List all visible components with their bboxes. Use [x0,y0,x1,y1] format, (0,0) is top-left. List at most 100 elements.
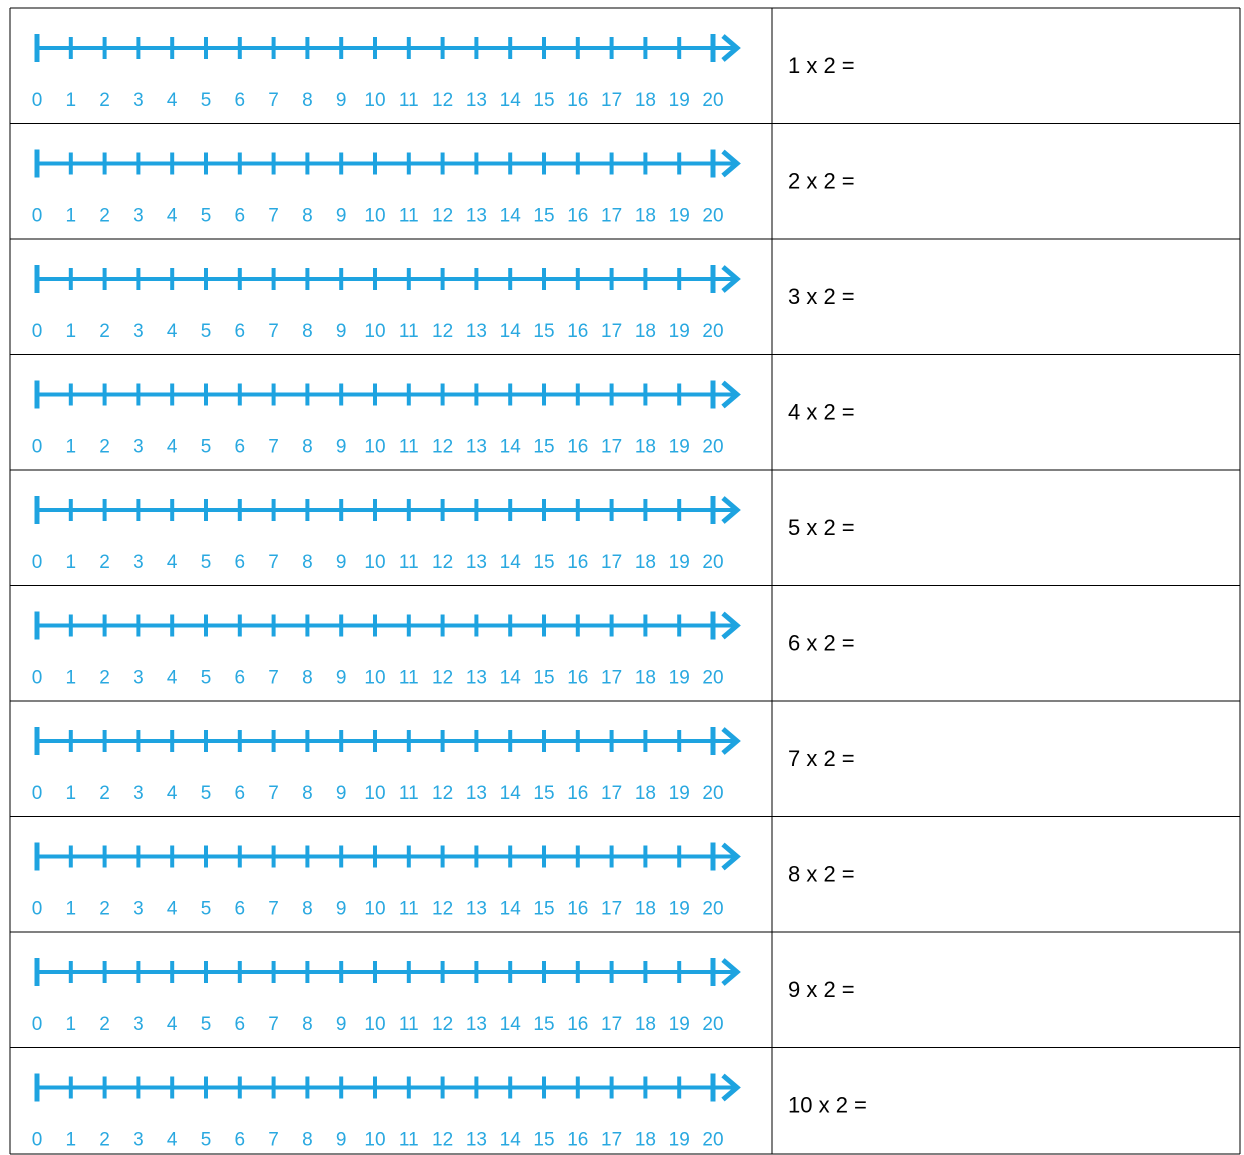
number-label: 3 [133,783,144,804]
number-label: 1 [66,668,77,689]
number-label: 4 [167,899,178,920]
number-label: 0 [32,321,43,342]
number-label: 6 [235,206,246,227]
number-label: 0 [32,437,43,458]
number-label: 9 [336,206,347,227]
number-label: 2 [99,668,110,689]
number-label: 20 [702,206,723,227]
number-label: 16 [567,90,588,111]
number-label: 1 [66,437,77,458]
number-label: 15 [533,437,554,458]
number-label: 7 [268,90,279,111]
number-label: 20 [702,552,723,573]
number-label: 18 [635,90,656,111]
number-label: 18 [635,1014,656,1035]
number-label: 17 [601,437,622,458]
number-label: 19 [669,321,690,342]
number-label: 0 [32,899,43,920]
number-label: 16 [567,668,588,689]
number-label: 6 [235,90,246,111]
number-label: 20 [702,668,723,689]
number-label: 5 [201,899,212,920]
number-label: 10 [364,90,385,111]
number-label: 9 [336,668,347,689]
number-label: 1 [66,321,77,342]
number-label: 18 [635,668,656,689]
number-label: 16 [567,1130,588,1151]
number-label: 20 [702,1014,723,1035]
number-label: 20 [702,783,723,804]
arrow-head [721,496,741,524]
number-label: 5 [201,437,212,458]
number-label: 2 [99,437,110,458]
number-label: 16 [567,899,588,920]
number-label: 4 [167,90,178,111]
number-label: 16 [567,321,588,342]
number-label: 9 [336,1130,347,1151]
arrow-head [721,380,741,409]
number-label: 4 [167,321,178,342]
number-label: 6 [235,668,246,689]
number-label: 4 [167,1014,178,1035]
number-label: 8 [302,1014,313,1035]
number-label: 2 [99,552,110,573]
number-label: 9 [336,321,347,342]
number-label: 9 [336,552,347,573]
number-label: 18 [635,437,656,458]
number-label: 14 [500,206,522,227]
number-label: 0 [32,206,43,227]
number-label: 3 [133,321,144,342]
number-label: 5 [201,206,212,227]
number-label: 5 [201,552,212,573]
arrow-head [721,265,741,293]
number-label: 1 [66,783,77,804]
number-label: 6 [235,1130,246,1151]
number-label: 7 [268,321,279,342]
number-label: 14 [500,321,522,342]
number-label: 5 [201,668,212,689]
arrow-head [721,34,741,62]
number-label: 5 [201,1130,212,1151]
number-label: 1 [66,899,77,920]
number-label: 15 [533,668,554,689]
number-label: 11 [399,899,419,920]
number-label: 14 [500,90,522,111]
number-label: 20 [702,321,723,342]
number-label: 4 [167,783,178,804]
number-label: 17 [601,899,622,920]
number-label: 13 [466,552,487,573]
number-label: 0 [32,90,43,111]
arrow-head [721,611,741,640]
number-label: 1 [66,90,77,111]
number-label: 12 [432,321,453,342]
arrow-head [721,727,741,755]
number-label: 2 [99,321,110,342]
number-label: 9 [336,90,347,111]
number-label: 18 [635,321,656,342]
number-label: 18 [635,552,656,573]
number-label: 17 [601,668,622,689]
number-label: 11 [399,668,419,689]
number-label: 0 [32,1014,43,1035]
number-label: 12 [432,437,453,458]
number-label: 19 [669,899,690,920]
number-label: 8 [302,552,313,573]
number-label: 3 [133,668,144,689]
equation: 8 x 2 = [788,862,855,887]
number-label: 20 [702,90,723,111]
number-label: 14 [500,1014,522,1035]
number-label: 6 [235,1014,246,1035]
number-label: 7 [268,1014,279,1035]
number-label: 3 [133,1014,144,1035]
arrow-head [721,1073,741,1102]
number-label: 7 [268,1130,279,1151]
number-label: 7 [268,783,279,804]
number-label: 6 [235,552,246,573]
number-label: 10 [364,321,385,342]
number-label: 14 [500,552,522,573]
number-label: 12 [432,783,453,804]
number-label: 19 [669,668,690,689]
number-label: 19 [669,1014,690,1035]
number-label: 10 [364,206,385,227]
number-label: 14 [500,668,522,689]
